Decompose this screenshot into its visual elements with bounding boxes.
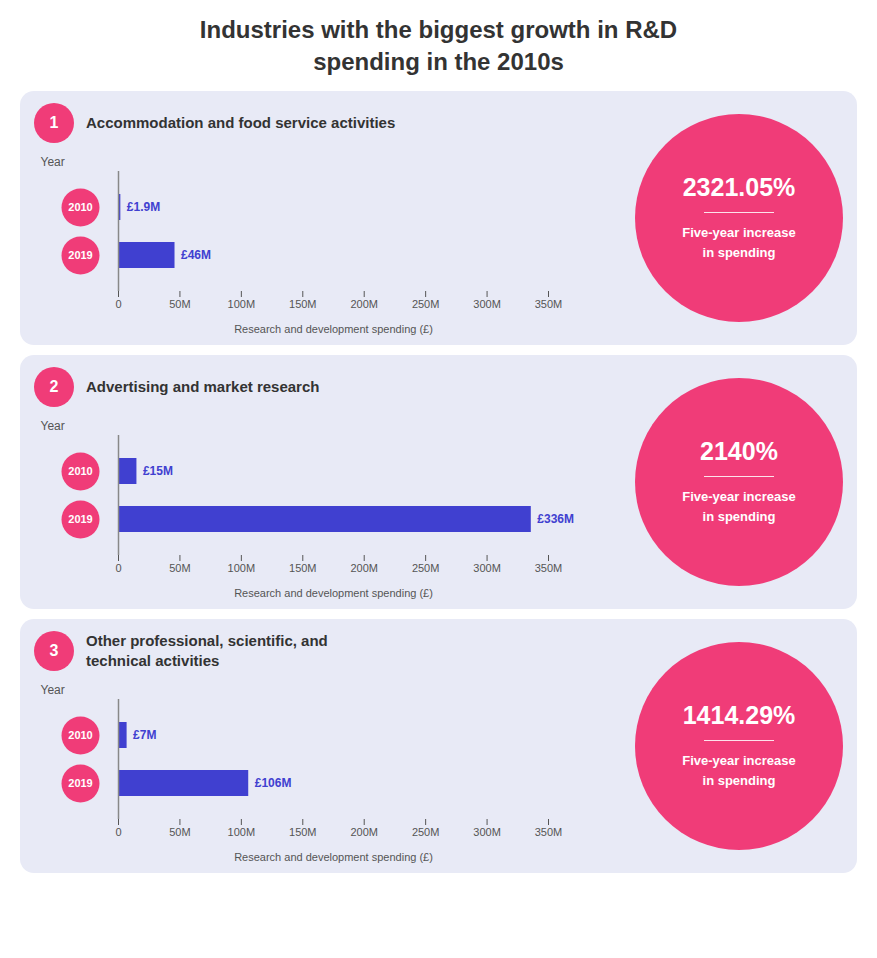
svg-text:£1.9M: £1.9M bbox=[127, 200, 160, 214]
svg-text:2010: 2010 bbox=[68, 729, 92, 741]
svg-text:Year: Year bbox=[41, 683, 65, 697]
svg-text:0: 0 bbox=[115, 298, 121, 310]
svg-text:200M: 200M bbox=[350, 298, 378, 310]
html-text:1414.29%: 1414.29% bbox=[682, 701, 796, 730]
svg-text:100M: 100M bbox=[228, 562, 256, 574]
svg-text:50M: 50M bbox=[169, 298, 190, 310]
html-text:Industries with the biggest gr: Industries with the biggest growth in R&… bbox=[199, 16, 678, 76]
html-text:2: 2 bbox=[49, 377, 59, 395]
svg-text:350M: 350M bbox=[535, 298, 563, 310]
html-text:Other professional, scientific: Other professional, scientific, and tech… bbox=[86, 632, 328, 669]
svg-text:300M: 300M bbox=[473, 562, 501, 574]
svg-text:150M: 150M bbox=[289, 826, 317, 838]
svg-text:0: 0 bbox=[115, 826, 121, 838]
html-text:Advertising and market researc: Advertising and market research bbox=[86, 378, 320, 395]
svg-text:2019: 2019 bbox=[68, 513, 92, 525]
svg-text:Research and development spend: Research and development spending (£) bbox=[234, 322, 433, 334]
svg-text:2019: 2019 bbox=[68, 777, 92, 789]
svg-text:150M: 150M bbox=[289, 298, 317, 310]
svg-text:£106M: £106M bbox=[255, 776, 292, 790]
svg-text:250M: 250M bbox=[412, 826, 440, 838]
svg-text:100M: 100M bbox=[228, 298, 256, 310]
svg-text:50M: 50M bbox=[169, 562, 190, 574]
svg-text:Research and development spend: Research and development spending (£) bbox=[234, 586, 433, 598]
svg-text:250M: 250M bbox=[412, 298, 440, 310]
svg-text:£7M: £7M bbox=[133, 728, 156, 742]
svg-text:2010: 2010 bbox=[68, 465, 92, 477]
svg-text:200M: 200M bbox=[350, 562, 378, 574]
html-text:3: 3 bbox=[49, 641, 59, 659]
svg-text:100M: 100M bbox=[228, 826, 256, 838]
svg-text:300M: 300M bbox=[473, 298, 501, 310]
svg-text:2010: 2010 bbox=[68, 201, 92, 213]
svg-text:2019: 2019 bbox=[68, 249, 92, 261]
html-text:2140%: 2140% bbox=[700, 437, 778, 466]
svg-text:150M: 150M bbox=[289, 562, 317, 574]
svg-text:300M: 300M bbox=[473, 826, 501, 838]
svg-text:Year: Year bbox=[41, 419, 65, 433]
svg-text:200M: 200M bbox=[350, 826, 378, 838]
html-text:Five-year increase in spending: Five-year increase in spending bbox=[682, 225, 796, 260]
html-text:Five-year increase in spending: Five-year increase in spending bbox=[682, 753, 796, 788]
svg-text:0: 0 bbox=[115, 562, 121, 574]
svg-text:Year: Year bbox=[41, 155, 65, 169]
svg-text:350M: 350M bbox=[535, 562, 563, 574]
svg-text:£46M: £46M bbox=[181, 248, 211, 262]
html-text:2321.05%: 2321.05% bbox=[682, 173, 796, 202]
svg-text:£15M: £15M bbox=[143, 464, 173, 478]
html-text:1: 1 bbox=[49, 113, 59, 131]
svg-text:£336M: £336M bbox=[537, 512, 574, 526]
svg-text:250M: 250M bbox=[412, 562, 440, 574]
svg-text:Research and development spend: Research and development spending (£) bbox=[234, 850, 433, 862]
svg-text:350M: 350M bbox=[535, 826, 563, 838]
html-text:Accommodation and food service: Accommodation and food service activitie… bbox=[86, 114, 396, 131]
html-text:Five-year increase in spending: Five-year increase in spending bbox=[682, 489, 796, 524]
svg-text:50M: 50M bbox=[169, 826, 190, 838]
